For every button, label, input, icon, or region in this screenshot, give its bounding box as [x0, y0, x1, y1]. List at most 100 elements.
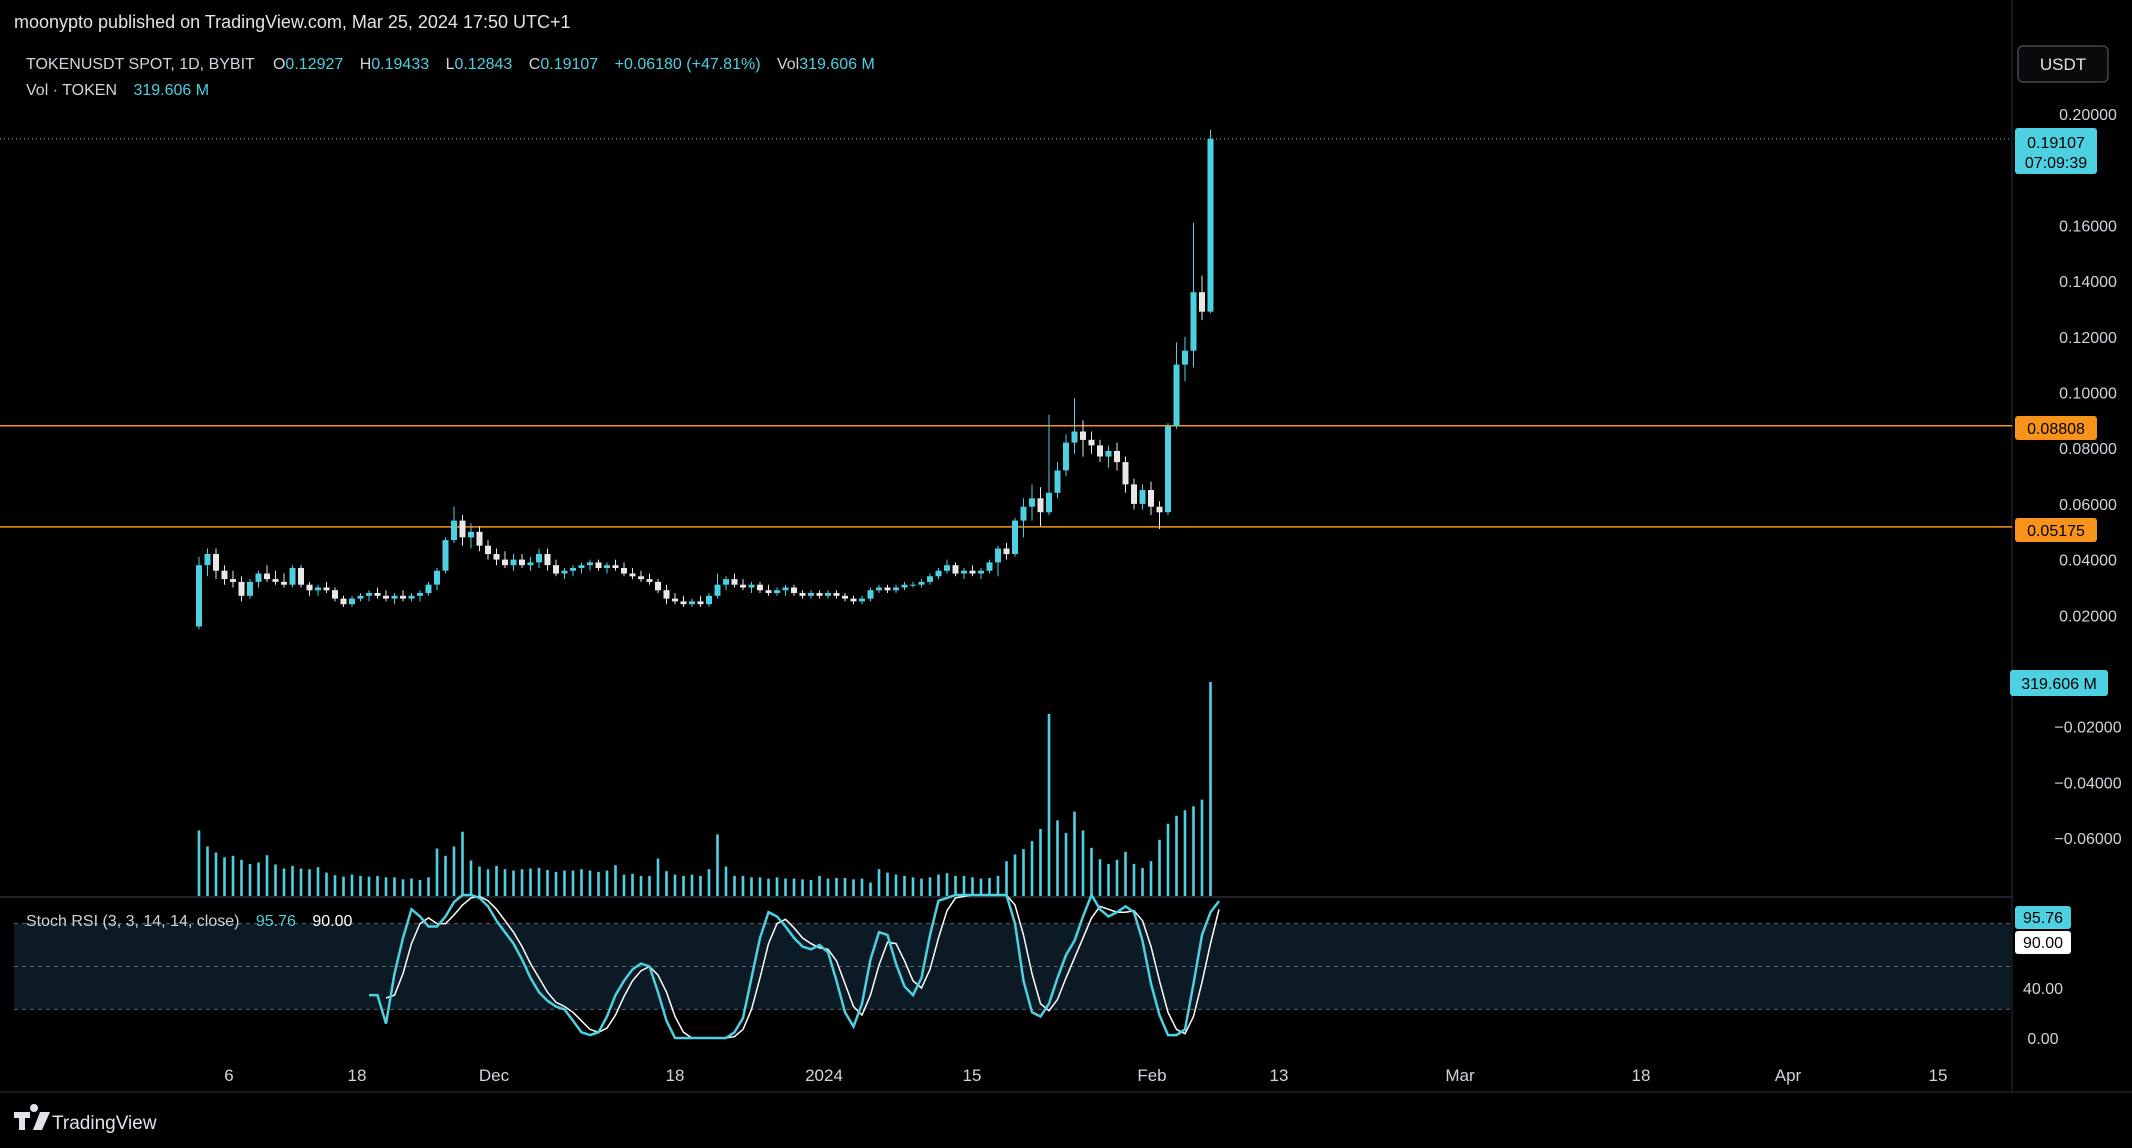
stoch-legend-d: 90.00 — [312, 913, 352, 930]
price-tick-label: −0.04000 — [2054, 775, 2121, 792]
volume-bar — [469, 860, 473, 896]
candle-body — [1190, 292, 1197, 351]
tradingview-logo-icon[interactable] — [14, 1104, 50, 1130]
volume-bar — [1175, 815, 1178, 896]
candle-body — [238, 581, 245, 596]
volume-bar — [1098, 859, 1102, 896]
time-axis: 6 18 Dec 18 2024 15 Feb 13 Mar 18 Apr 15 — [224, 1066, 1947, 1085]
volume-bar — [274, 864, 277, 896]
volume-bar — [418, 879, 422, 896]
candle-body — [612, 565, 619, 568]
candle-body — [315, 587, 321, 591]
volume-bar — [971, 877, 974, 896]
volume-bar — [690, 874, 694, 896]
tradingview-logo[interactable]: TradingView — [14, 1104, 157, 1134]
legend-vol-value: 319.606 M — [799, 56, 875, 73]
volume-bar — [928, 877, 932, 896]
candle-body — [204, 554, 211, 566]
legend-high-value: 0.19433 — [371, 56, 429, 73]
candles — [196, 129, 1214, 630]
candle-body — [561, 570, 568, 574]
volume-bar — [333, 875, 337, 896]
candle-body — [748, 584, 755, 588]
stoch-k-badge — [2015, 906, 2071, 929]
candle-body — [1020, 506, 1027, 521]
candle-body — [961, 570, 967, 574]
candle-body — [366, 593, 372, 596]
candle-body — [519, 559, 525, 566]
volume-bar — [571, 870, 575, 896]
price-tick-label: 0.10000 — [2059, 386, 2117, 403]
candle-body — [1165, 425, 1171, 513]
candle-body — [995, 548, 1001, 563]
candle-body — [697, 601, 704, 605]
candle-body — [1054, 470, 1061, 493]
volume-bar — [1115, 859, 1119, 896]
last-price-badge-box — [2015, 128, 2097, 174]
volume-bar — [1022, 849, 1025, 896]
candle-body — [969, 570, 976, 574]
volume-bar — [1183, 810, 1187, 896]
volume-bar — [265, 855, 269, 896]
stoch-legend-name: Stoch RSI (3, 3, 14, 14, close) — [26, 913, 239, 930]
volume-bar — [554, 871, 558, 896]
horizontal-levels — [0, 138, 2012, 528]
time-tick-label: 15 — [963, 1066, 982, 1085]
time-tick-label: 13 — [1270, 1066, 1289, 1085]
legend-main: TOKENUSDT SPOT, 1D, BYBIT O0.12927 H0.19… — [26, 56, 875, 73]
volume-bar — [639, 875, 643, 896]
candle-body — [442, 540, 449, 571]
price-tick-label: −0.02000 — [2054, 720, 2121, 737]
volume-bar — [223, 857, 226, 896]
volume-bar — [1107, 863, 1110, 896]
candle-body — [349, 598, 355, 605]
volume-badge: 319.606 M — [2010, 670, 2108, 696]
currency-button-box[interactable] — [2017, 45, 2109, 83]
candle-body — [1173, 364, 1180, 426]
stoch-rsi-panel: 95.76 90.00 40.00 0.00 — [14, 892, 2071, 1048]
candle-body — [1071, 431, 1078, 443]
countdown-label: 07:09:39 — [2025, 155, 2087, 172]
volume-bar — [860, 878, 864, 896]
volume-bar — [1005, 861, 1008, 896]
time-tick-label: 18 — [1632, 1066, 1651, 1085]
candle-body — [391, 595, 398, 599]
volume-bar — [826, 878, 830, 896]
volume-bar — [503, 869, 507, 896]
candle-body — [451, 520, 457, 541]
volume-bar — [1166, 823, 1170, 896]
candle-body — [978, 570, 984, 574]
currency-button[interactable]: USDT — [2017, 45, 2109, 83]
candle-body — [1199, 292, 1205, 312]
volume-bar — [325, 872, 328, 896]
candle-body — [1046, 492, 1052, 513]
volume-bar — [648, 875, 651, 896]
price-tick-label: 0.14000 — [2059, 274, 2117, 291]
candle-body — [876, 587, 882, 591]
volume-bar — [1073, 811, 1076, 896]
volume-bar — [206, 846, 209, 896]
volume-bar — [486, 869, 490, 896]
volume-bar — [350, 874, 354, 896]
candle-body — [680, 601, 687, 605]
candle-body — [230, 579, 236, 582]
time-tick-label: 2024 — [805, 1066, 843, 1085]
volume-bar — [580, 869, 583, 896]
tradingview-brand[interactable]: TradingView — [52, 1113, 157, 1134]
time-tick-label: 18 — [348, 1066, 367, 1085]
currency-button-label[interactable]: USDT — [2040, 55, 2086, 74]
candle-body — [655, 581, 661, 591]
candle-body — [264, 573, 270, 580]
candle-body — [1029, 498, 1035, 507]
volume-bar — [937, 874, 940, 896]
volume-bar — [214, 852, 218, 896]
candle-body — [714, 584, 721, 596]
volume-bar — [673, 874, 677, 896]
legend-low-value: 0.12843 — [454, 56, 512, 73]
price-axis: 0.20000 0.16000 0.14000 0.12000 0.10000 0.080… — [2054, 107, 2121, 848]
volume-bar — [495, 865, 498, 896]
candle-body — [587, 562, 593, 566]
stoch-legend: Stoch RSI (3, 3, 14, 14, close) 95.76 90… — [26, 913, 353, 930]
